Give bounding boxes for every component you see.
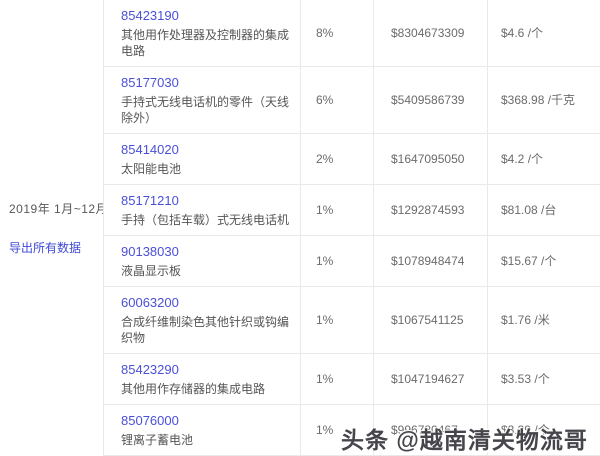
hs-code-link[interactable]: 85171210 (121, 193, 179, 208)
table-row: 90138030 液晶显示板 1% $1078948474 $15.67 /个 (103, 235, 600, 287)
product-description: 锂离子蓄电池 (121, 433, 194, 447)
product-cell: 90138030 液晶显示板 (103, 235, 301, 287)
trade-value: $996780467 (391, 423, 458, 437)
share-percent: 6% (316, 93, 334, 107)
unit-price: $15.67 /个 (501, 254, 557, 268)
unit-price: $81.08 /台 (501, 203, 557, 217)
product-cell: 85423190 其他用作处理器及控制器的集成电路 (103, 0, 301, 67)
trade-data-table: 85423190 其他用作处理器及控制器的集成电路 8% $8304673309… (103, 0, 600, 456)
share-percent: 1% (316, 254, 334, 268)
product-description: 手持（包括车载）式无线电话机 (121, 213, 290, 227)
unit-price: $3.53 /个 (501, 372, 550, 386)
period-label: 2019年 1月~12月 (9, 202, 109, 216)
product-description: 太阳能电池 (121, 162, 182, 176)
unit-price: $4.6 /个 (501, 26, 544, 40)
share-percent: 1% (316, 372, 334, 386)
product-description: 合成纤维制染色其他针织或钩编织物 (121, 315, 290, 345)
product-cell: 85171210 手持（包括车载）式无线电话机 (103, 184, 301, 236)
product-description: 液晶显示板 (121, 264, 182, 278)
trade-value: $1647095050 (391, 152, 465, 166)
product-cell: 85177030 手持式无线电话机的零件（天线除外） (103, 66, 301, 134)
product-description: 其他用作处理器及控制器的集成电路 (121, 28, 290, 58)
trade-value: $5409586739 (391, 93, 465, 107)
unit-price: $368.98 /千克 (501, 93, 576, 107)
table-row: 85076000 锂离子蓄电池 1% $996780467 $3.39 /个 (103, 404, 600, 456)
table-row: 85171210 手持（包括车载）式无线电话机 1% $1292874593 $… (103, 184, 600, 236)
hs-code-link[interactable]: 60063200 (121, 295, 179, 310)
table-row: 85423290 其他用作存储器的集成电路 1% $1047194627 $3.… (103, 353, 600, 405)
hs-code-link[interactable]: 85076000 (121, 413, 179, 428)
share-percent: 1% (316, 203, 334, 217)
trade-data-table-container: 85423190 其他用作处理器及控制器的集成电路 8% $8304673309… (103, 0, 600, 456)
unit-price: $3.39 /个 (501, 423, 550, 437)
hs-code-link[interactable]: 85423190 (121, 8, 179, 23)
product-description: 其他用作存储器的集成电路 (121, 382, 266, 396)
export-all-data-link[interactable]: 导出所有数据 (9, 241, 82, 255)
table-row: 85177030 手持式无线电话机的零件（天线除外） 6% $540958673… (103, 66, 600, 134)
hs-code-link[interactable]: 85414020 (121, 142, 179, 157)
unit-price: $4.2 /个 (501, 152, 544, 166)
table-row: 85423190 其他用作处理器及控制器的集成电路 8% $8304673309… (103, 0, 600, 67)
trade-value: $1292874593 (391, 203, 465, 217)
trade-value: $1047194627 (391, 372, 465, 386)
hs-code-link[interactable]: 85177030 (121, 75, 179, 90)
share-percent: 2% (316, 152, 334, 166)
unit-price: $1.76 /米 (501, 313, 550, 327)
product-cell: 85414020 太阳能电池 (103, 133, 301, 185)
date-range-sidebar: 2019年 1月~12月 导出所有数据 (9, 200, 109, 257)
hs-code-link[interactable]: 90138030 (121, 244, 179, 259)
share-percent: 1% (316, 423, 334, 437)
product-cell: 60063200 合成纤维制染色其他针织或钩编织物 (103, 286, 301, 354)
hs-code-link[interactable]: 85423290 (121, 362, 179, 377)
trade-value: $1078948474 (391, 254, 465, 268)
trade-value: $1067541125 (391, 313, 464, 327)
product-cell: 85423290 其他用作存储器的集成电路 (103, 353, 301, 405)
product-description: 手持式无线电话机的零件（天线除外） (121, 95, 290, 125)
product-cell: 85076000 锂离子蓄电池 (103, 404, 301, 456)
table-row: 85414020 太阳能电池 2% $1647095050 $4.2 /个 (103, 133, 600, 185)
table-body: 85423190 其他用作处理器及控制器的集成电路 8% $8304673309… (103, 0, 600, 456)
table-row: 60063200 合成纤维制染色其他针织或钩编织物 1% $1067541125… (103, 286, 600, 354)
share-percent: 1% (316, 313, 334, 327)
trade-value: $8304673309 (391, 26, 465, 40)
share-percent: 8% (316, 26, 334, 40)
